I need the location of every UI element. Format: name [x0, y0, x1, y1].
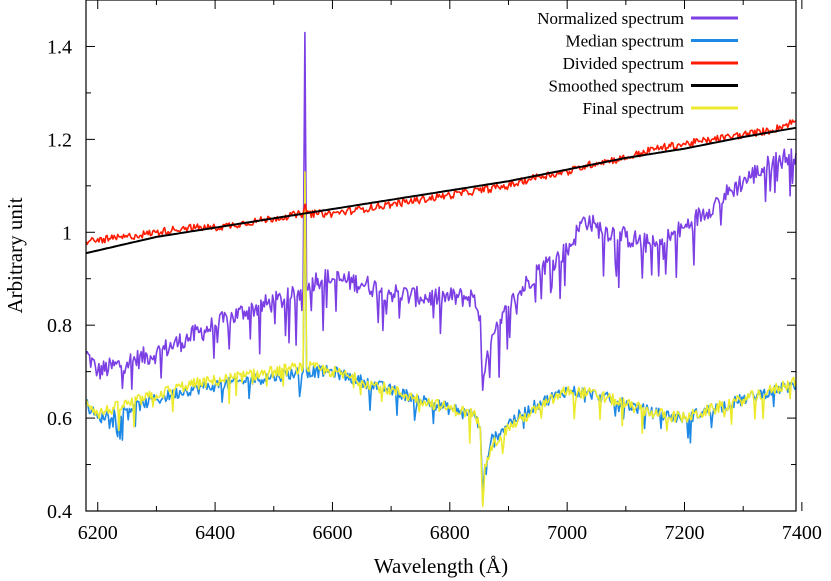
legend-label: Median spectrum [566, 32, 685, 51]
y-axis-title: Arbitrary unit [3, 197, 27, 313]
x-tick-label: 6400 [195, 522, 235, 544]
series-line-divided-spectrum [85, 119, 797, 245]
y-tick-label: 0.8 [47, 315, 72, 337]
legend: Normalized spectrum Median spectrum Divide… [537, 9, 738, 118]
series-line-normalized-spectrum [85, 31, 797, 391]
plot-frame [85, 0, 797, 512]
series-line-smoothed-spectrum [85, 126, 797, 255]
legend-label: Divided spectrum [563, 54, 684, 73]
x-axis-title: Wavelength (Å) [374, 554, 508, 578]
x-tick-label: 6200 [78, 522, 118, 544]
x-tick-label: 6600 [312, 522, 352, 544]
legend-label: Final spectrum [582, 99, 684, 118]
x-tick-label: 7200 [665, 522, 705, 544]
x-tick-label: 7400 [782, 522, 822, 544]
y-tick-label: 1.4 [47, 36, 72, 58]
y-tick-label: 1.2 [47, 129, 72, 151]
legend-label: Normalized spectrum [537, 9, 684, 28]
ticks-layer: 6200 6400 6600 6800 7000 7200 7400 0.4 0.6 0.8 1 1.… [47, 0, 822, 544]
y-tick-label: 0.6 [47, 408, 72, 430]
x-tick-label: 6800 [430, 522, 470, 544]
x-tick-label: 7000 [547, 522, 587, 544]
series-layer [85, 31, 797, 508]
series-line-final-spectrum [85, 171, 797, 508]
y-tick-label: 0.4 [47, 501, 72, 523]
y-tick-label: 1 [62, 222, 72, 244]
legend-label: Smoothed spectrum [548, 77, 684, 96]
